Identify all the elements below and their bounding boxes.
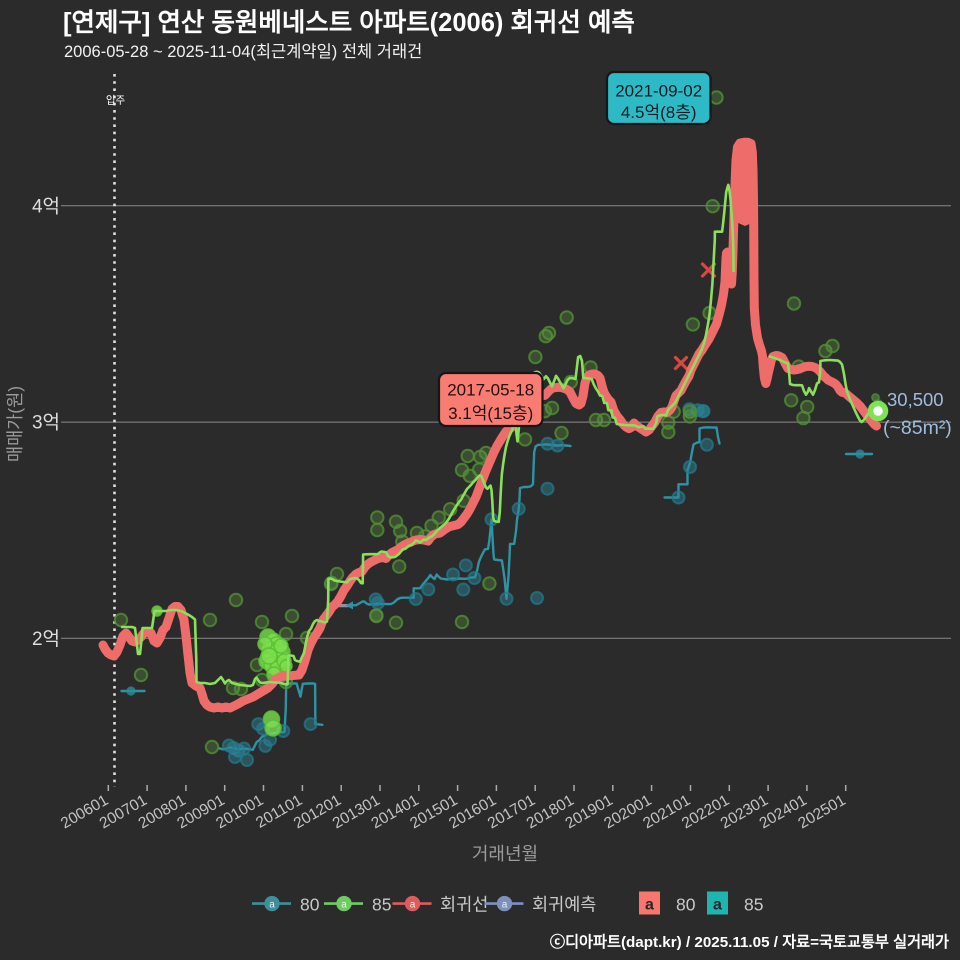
svg-text:2006-05-28 ~ 2025-11-04(최근계약일): 2006-05-28 ~ 2025-11-04(최근계약일) 전체 거래건 [64, 42, 422, 61]
svg-text:2억: 2억 [32, 628, 60, 650]
svg-text:4억: 4억 [32, 195, 60, 217]
svg-text:80: 80 [300, 895, 320, 915]
svg-text:a: a [269, 900, 275, 911]
svg-text:회귀선: 회귀선 [440, 895, 488, 915]
svg-text:85: 85 [744, 895, 763, 915]
svg-text:85: 85 [372, 895, 391, 915]
svg-text:[연제구] 연산 동원베네스트 아파트(2006) 회귀선: [연제구] 연산 동원베네스트 아파트(2006) 회귀선 예측 [63, 9, 635, 37]
svg-text:3억: 3억 [32, 412, 60, 434]
svg-text:4.5억(8층): 4.5억(8층) [621, 103, 697, 122]
svg-text:매매가(원): 매매가(원) [5, 386, 25, 462]
svg-text:ⓒ디아파트(dapt.kr) / 2025.11.05 /: ⓒ디아파트(dapt.kr) / 2025.11.05 / 자료=국토교통부 실… [550, 933, 949, 951]
svg-text:2021-09-02: 2021-09-02 [615, 82, 702, 101]
svg-text:a: a [645, 897, 654, 914]
svg-text:a: a [410, 900, 416, 911]
svg-text:a: a [341, 900, 347, 911]
svg-text:3.1억(15층): 3.1억(15층) [448, 404, 533, 423]
svg-text:회귀예측: 회귀예측 [532, 895, 596, 915]
svg-text:80: 80 [676, 895, 696, 915]
svg-text:a: a [502, 900, 508, 911]
svg-text:a: a [713, 897, 722, 914]
svg-text:입주: 입주 [106, 94, 126, 107]
svg-text:2017-05-18: 2017-05-18 [447, 381, 534, 400]
svg-text:거래년월: 거래년월 [472, 844, 538, 864]
svg-text:30,500: 30,500 [887, 389, 944, 410]
svg-text:(~85m²): (~85m²) [883, 417, 952, 439]
